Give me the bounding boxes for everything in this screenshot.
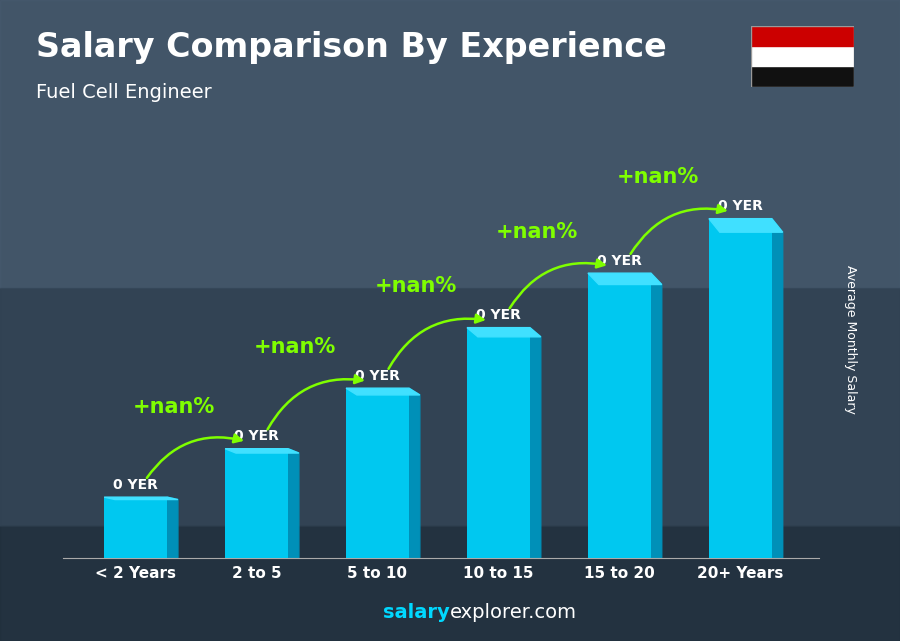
- Polygon shape: [346, 388, 419, 395]
- Text: Fuel Cell Engineer: Fuel Cell Engineer: [36, 83, 211, 102]
- Text: +nan%: +nan%: [617, 167, 699, 187]
- Bar: [0, 526, 900, 641]
- Polygon shape: [409, 388, 419, 558]
- Text: 0 YER: 0 YER: [597, 254, 642, 268]
- Text: 0 YER: 0 YER: [113, 478, 158, 492]
- Polygon shape: [588, 273, 662, 285]
- Polygon shape: [167, 497, 178, 558]
- Polygon shape: [709, 219, 783, 232]
- Text: explorer.com: explorer.com: [450, 603, 577, 622]
- Text: 0 YER: 0 YER: [356, 369, 400, 383]
- Bar: [751, 46, 854, 66]
- Bar: [709, 219, 772, 558]
- Text: Average Monthly Salary: Average Monthly Salary: [844, 265, 857, 414]
- Bar: [0, 288, 900, 526]
- Polygon shape: [288, 449, 299, 558]
- Text: 0 YER: 0 YER: [718, 199, 763, 213]
- Text: +nan%: +nan%: [133, 397, 215, 417]
- Bar: [0, 0, 900, 288]
- Polygon shape: [467, 328, 541, 337]
- Bar: [225, 449, 288, 558]
- Bar: [751, 26, 854, 46]
- Text: Salary Comparison By Experience: Salary Comparison By Experience: [36, 31, 667, 63]
- Bar: [751, 66, 854, 87]
- Bar: [346, 388, 409, 558]
- Text: +nan%: +nan%: [496, 222, 579, 242]
- Polygon shape: [651, 273, 661, 558]
- Bar: [588, 273, 651, 558]
- Polygon shape: [104, 497, 178, 499]
- Text: +nan%: +nan%: [375, 276, 457, 296]
- Bar: [104, 497, 167, 558]
- Text: 0 YER: 0 YER: [476, 308, 521, 322]
- Text: +nan%: +nan%: [254, 337, 337, 356]
- Bar: [467, 328, 530, 558]
- Polygon shape: [772, 219, 783, 558]
- Text: 0 YER: 0 YER: [234, 429, 279, 444]
- Polygon shape: [530, 328, 541, 558]
- Polygon shape: [225, 449, 299, 453]
- Text: salary: salary: [383, 603, 450, 622]
